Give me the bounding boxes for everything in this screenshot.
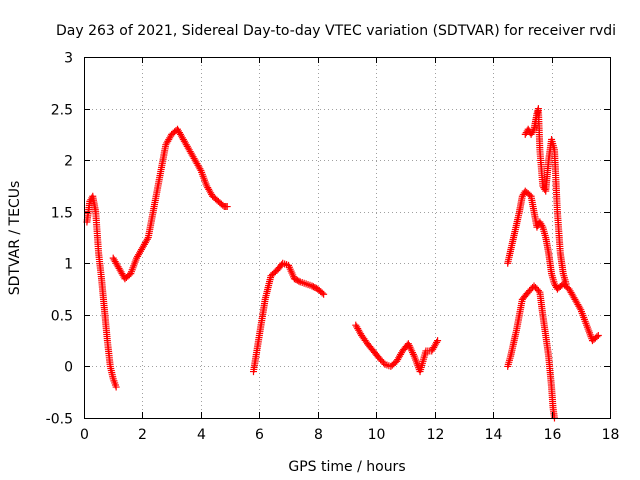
data-series-arc-5	[504, 187, 602, 345]
data-point	[196, 165, 204, 173]
data-point	[433, 338, 441, 346]
data-series-arc-7	[521, 105, 570, 288]
x-tick-label: 0	[80, 427, 89, 443]
data-series-arc-4	[352, 321, 442, 376]
y-tick-label: -0.5	[46, 412, 73, 428]
data-point	[112, 383, 120, 391]
data-point	[538, 221, 546, 229]
y-tick-label: 0	[64, 360, 73, 376]
data-point	[594, 331, 602, 339]
y-tick-label: 2	[64, 154, 73, 170]
data-point	[318, 289, 326, 297]
data-point	[434, 337, 442, 345]
y-tick-label: 1.5	[51, 206, 73, 222]
y-tick-label: 1	[64, 257, 73, 273]
data-series-arc-2	[109, 125, 231, 283]
data-point	[223, 203, 231, 211]
data-series-arc-6	[504, 282, 558, 422]
x-axis-label: GPS time / hours	[288, 459, 405, 475]
x-tick-label: 12	[427, 427, 445, 443]
data-point	[534, 287, 542, 295]
x-tick-label: 14	[485, 427, 503, 443]
x-tick-label: 4	[197, 427, 206, 443]
data-point	[295, 277, 303, 285]
x-tick-label: 2	[138, 427, 147, 443]
data-point	[593, 333, 601, 341]
x-tick-label: 8	[314, 427, 323, 443]
data-series-arc-1	[83, 192, 120, 391]
data-point	[143, 235, 151, 243]
data-point	[529, 127, 537, 135]
data-series-arc-3	[249, 259, 328, 376]
data-point	[320, 290, 328, 298]
data-point	[562, 280, 570, 288]
x-tick-label: 18	[602, 427, 620, 443]
y-tick-label: 0.5	[51, 309, 73, 325]
y-tick-label: 2.5	[51, 103, 73, 119]
plot-frame	[84, 57, 611, 419]
tick-layer: 0 2 4 6 8 10 12 14 16 18 -0.5 0 0.5 1 1.5 2 2.5 3	[46, 51, 620, 444]
marks-layer	[83, 105, 602, 422]
y-tick-label: 3	[64, 51, 73, 67]
data-point	[576, 304, 584, 312]
x-tick-label: 10	[368, 427, 386, 443]
x-tick-label: 6	[255, 427, 264, 443]
x-tick-label: 16	[544, 427, 562, 443]
chart-title: Day 263 of 2021, Sidereal Day-to-day VTE…	[56, 23, 616, 39]
y-axis-label: SDTVAR / TECUs	[7, 181, 23, 296]
grid-layer	[84, 57, 610, 418]
